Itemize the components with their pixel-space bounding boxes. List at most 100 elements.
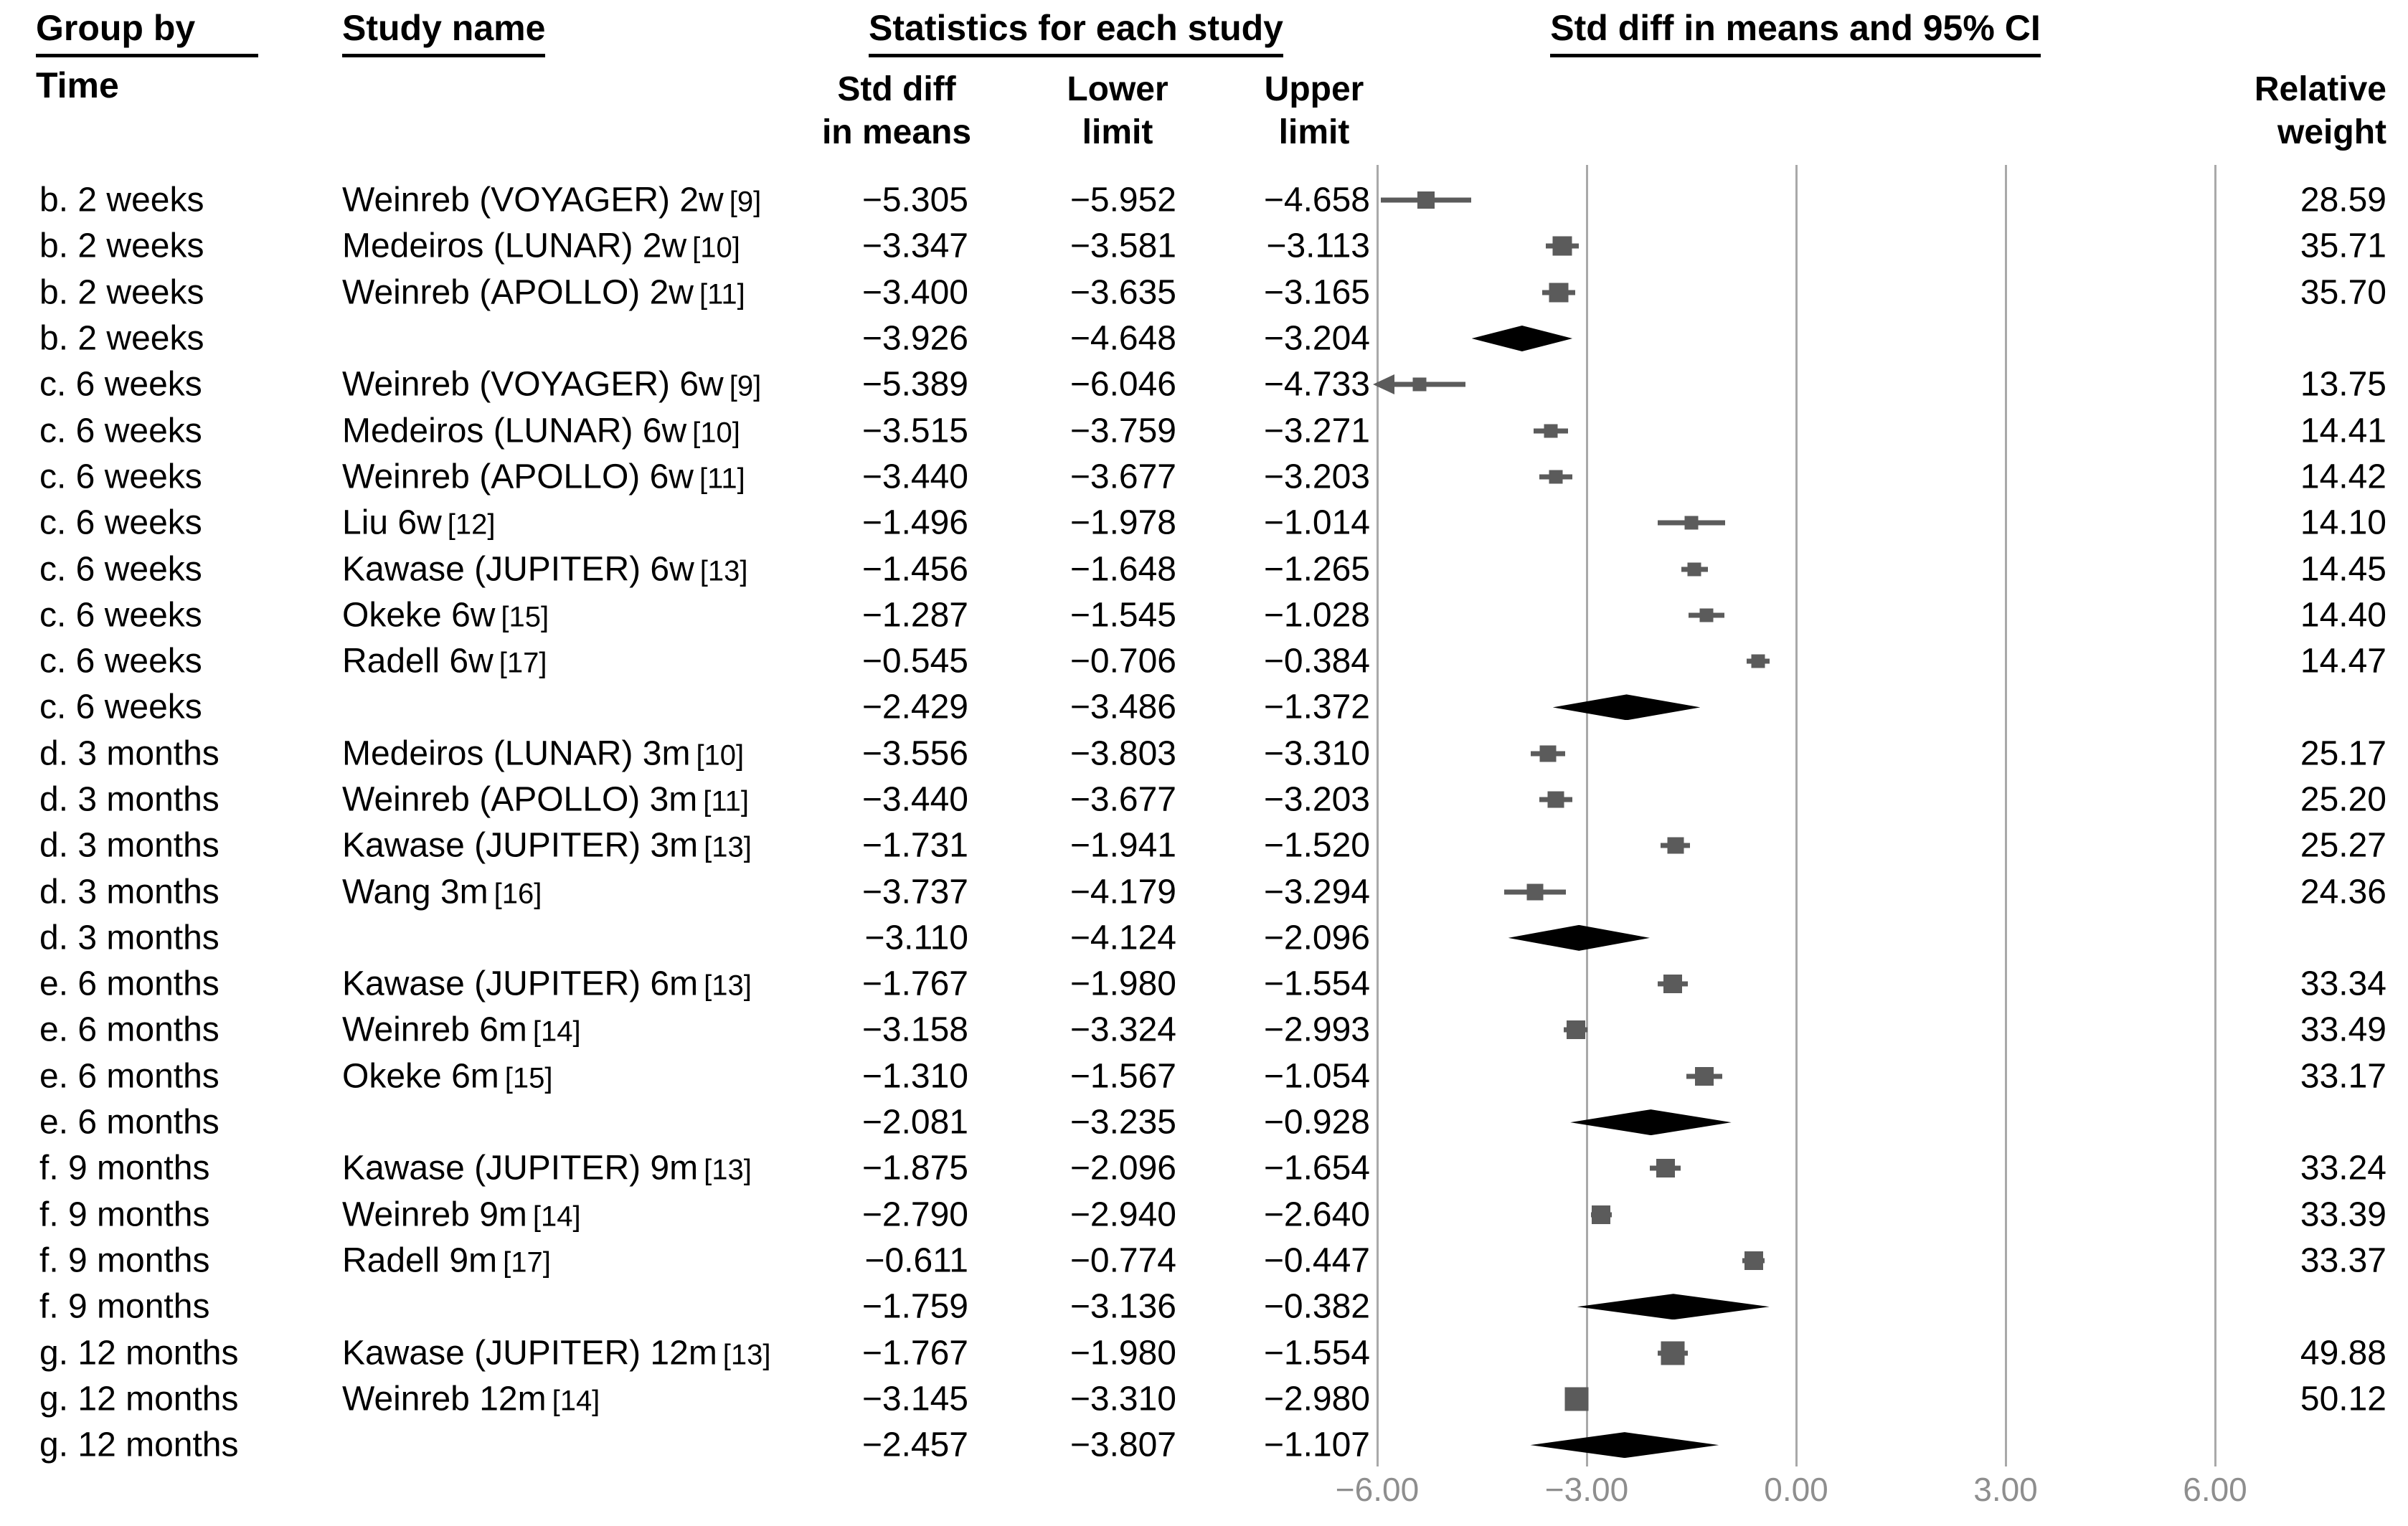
relative-weight-value: 24.36 — [2300, 873, 2386, 911]
relative-weight-value: 33.34 — [2300, 965, 2386, 1003]
upper-limit-value: −1.554 — [1263, 1334, 1370, 1373]
std-diff-value: −3.158 — [861, 1010, 968, 1049]
study-ref: [10] — [692, 417, 740, 449]
axis-tick-label: −3.00 — [1544, 1471, 1629, 1508]
std-diff-value: −2.429 — [861, 688, 968, 726]
table-row: f. 9 months Radell 9m [17] −0.611 −0.774 … — [0, 1238, 2408, 1284]
group-label: b. 2 weeks — [39, 319, 204, 358]
std-diff-value: −1.759 — [861, 1287, 968, 1326]
upper-limit-value: −1.654 — [1263, 1149, 1370, 1188]
upper-limit-value: −3.204 — [1263, 319, 1370, 358]
point-estimate-marker — [1695, 1066, 1714, 1086]
lower-limit-value: −0.774 — [1070, 1241, 1176, 1280]
std-diff-value: −3.440 — [861, 780, 968, 819]
table-row: d. 3 months Kawase (JUPITER) 3m [13] −1.7… — [0, 823, 2408, 868]
group-by-header: Group by — [36, 9, 258, 57]
relative-weight-value: 14.47 — [2300, 642, 2386, 681]
study-ref: [13] — [704, 970, 752, 1002]
relative-weight-value: 14.42 — [2300, 458, 2386, 496]
lower-limit-value: −3.677 — [1070, 458, 1176, 496]
study-ref: [9] — [729, 186, 762, 218]
group-label: c. 6 weeks — [39, 550, 202, 589]
relative-weight-value: 14.41 — [2300, 412, 2386, 450]
lower-limit-value: −5.952 — [1070, 181, 1176, 219]
study-name-text: Liu 6w — [342, 503, 442, 542]
std-diff-value: −1.456 — [861, 550, 968, 589]
study-name-text: Medeiros (LUNAR) 6w — [342, 412, 687, 450]
table-row: e. 6 months −2.081 −3.235 −0.928 — [0, 1099, 2408, 1145]
group-by-sub-header: Time — [36, 65, 119, 105]
study-name-text: Weinreb 12m — [342, 1380, 547, 1418]
upper-limit-value: −0.384 — [1263, 642, 1370, 681]
forest-plot-cell — [1377, 1007, 2215, 1053]
study-name: Weinreb 12m [14] — [342, 1379, 816, 1418]
study-name: Weinreb (APOLLO) 3m [11] — [342, 780, 816, 820]
upper-limit-value: −1.372 — [1263, 688, 1370, 726]
study-name: Okeke 6w [15] — [342, 595, 816, 635]
group-label: d. 3 months — [39, 919, 219, 957]
forest-plot-cell — [1377, 1145, 2215, 1191]
study-ref: [15] — [504, 1062, 553, 1094]
point-estimate-marker — [1656, 1159, 1675, 1178]
lower-limit-value: −3.635 — [1070, 273, 1176, 312]
lower-limit-value: −1.567 — [1070, 1057, 1176, 1096]
group-label: c. 6 weeks — [39, 458, 202, 496]
study-name — [342, 1287, 816, 1327]
point-estimate-marker — [1564, 1387, 1589, 1411]
forest-plot-cell — [1377, 1330, 2215, 1375]
forest-plot-cell — [1377, 1422, 2215, 1468]
axis-gridline — [2214, 165, 2216, 1466]
study-name — [342, 688, 816, 727]
std-diff-value: −3.556 — [861, 734, 968, 773]
point-estimate-marker — [1412, 377, 1427, 392]
lower-limit-column-header: Lower limit — [1067, 70, 1168, 151]
study-name: Weinreb (APOLLO) 2w [11] — [342, 272, 816, 312]
study-name: Weinreb 6m [14] — [342, 1010, 816, 1050]
table-row: f. 9 months Kawase (JUPITER) 9m [13] −1.8… — [0, 1145, 2408, 1191]
point-estimate-marker — [1547, 791, 1564, 808]
upper-limit-value: −3.294 — [1263, 873, 1370, 911]
point-estimate-marker — [1539, 745, 1557, 762]
forest-plot-cell — [1377, 1192, 2215, 1238]
group-label: c. 6 weeks — [39, 688, 202, 726]
study-name-text: Weinreb 9m — [342, 1195, 527, 1234]
point-estimate-marker — [1552, 236, 1572, 256]
study-ref: [14] — [532, 1200, 581, 1233]
axis-gridline — [1376, 165, 1379, 1466]
relative-weight-value: 25.17 — [2300, 734, 2386, 773]
forest-plot-cell — [1377, 454, 2215, 500]
forest-plot-cell — [1377, 961, 2215, 1007]
study-name-text: Okeke 6w — [342, 596, 496, 635]
upper-limit-value: −4.733 — [1263, 365, 1370, 404]
axis-gridline — [1795, 165, 1798, 1466]
upper-limit-value: −1.107 — [1263, 1426, 1370, 1464]
summary-diamond — [1577, 1294, 1770, 1320]
lower-limit-value: −2.940 — [1070, 1195, 1176, 1234]
relative-weight-value: 14.10 — [2300, 503, 2386, 542]
upper-limit-value: −2.980 — [1263, 1380, 1370, 1418]
forest-plot-cell — [1377, 823, 2215, 868]
table-row: f. 9 months Weinreb 9m [14] −2.790 −2.940… — [0, 1192, 2408, 1238]
lower-limit-value: −2.096 — [1070, 1149, 1176, 1188]
axis-gridline — [1585, 165, 1588, 1466]
std-diff-column-header: Std diff in means — [821, 70, 972, 151]
study-ref: [13] — [699, 555, 748, 587]
point-estimate-marker — [1667, 837, 1684, 854]
group-label: c. 6 weeks — [39, 412, 202, 450]
std-diff-value: −1.287 — [861, 596, 968, 635]
upper-limit-value: −0.928 — [1263, 1103, 1370, 1142]
lower-limit-value: −3.807 — [1070, 1426, 1176, 1464]
study-ref: [11] — [703, 785, 750, 818]
group-label: b. 2 weeks — [39, 181, 204, 219]
study-ref: [9] — [729, 370, 762, 402]
forest-plot-cell — [1377, 500, 2215, 546]
table-row: c. 6 weeks Weinreb (VOYAGER) 6w [9] −5.38… — [0, 361, 2408, 407]
std-diff-value: −5.389 — [861, 365, 968, 404]
forest-plot-cell — [1377, 1099, 2215, 1145]
std-diff-value: −2.457 — [861, 1426, 968, 1464]
lower-limit-value: −6.046 — [1070, 365, 1176, 404]
study-name: Weinreb (VOYAGER) 6w [9] — [342, 365, 816, 404]
group-label: b. 2 weeks — [39, 273, 204, 312]
study-name: Medeiros (LUNAR) 6w [10] — [342, 411, 816, 450]
lower-limit-value: −4.124 — [1070, 919, 1176, 957]
